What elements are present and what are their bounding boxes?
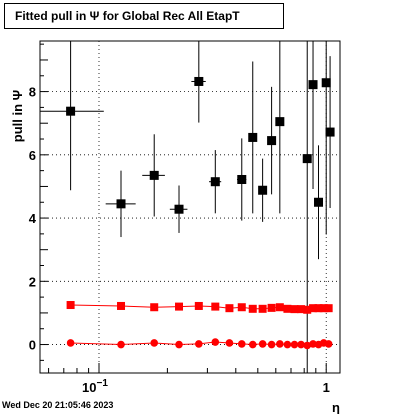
data-point-square — [314, 197, 324, 207]
data-point-circle — [117, 340, 125, 349]
data-point-circle — [195, 340, 203, 348]
y-axis-label: pull in Ψ — [10, 90, 25, 142]
data-point-square — [324, 304, 333, 313]
data-point-square — [319, 304, 328, 313]
data-point-square — [225, 304, 234, 313]
data-point-square — [66, 301, 75, 310]
data-point-circle — [237, 340, 246, 348]
x-axis-label: η — [332, 400, 340, 414]
data-point-square — [175, 302, 184, 311]
chart-title: Fitted pull in Ψ for Global Rec All Etap… — [4, 3, 284, 29]
data-point-circle — [303, 341, 312, 350]
data-point-square — [174, 204, 184, 214]
data-point-square — [308, 80, 318, 90]
data-point-square — [258, 185, 268, 195]
data-point-square — [267, 303, 276, 312]
data-point-square — [149, 170, 159, 180]
plot-frame — [39, 40, 341, 374]
data-point-square — [66, 106, 76, 116]
data-point-circle — [324, 340, 333, 348]
data-point-circle — [211, 338, 220, 346]
data-point-circle — [150, 339, 159, 347]
data-point-circle — [297, 340, 305, 349]
data-point-square — [237, 174, 247, 184]
data-point-square — [211, 302, 220, 311]
x-tick-label: 10−1 — [82, 378, 108, 395]
data-point-square — [210, 177, 220, 187]
grid-lines — [40, 41, 340, 373]
data-point-square — [275, 117, 285, 127]
data-point-square — [194, 301, 203, 310]
data-point-square — [248, 132, 258, 142]
data-point-square — [297, 305, 306, 314]
data-point-square — [314, 304, 323, 313]
data-point-square — [117, 301, 126, 310]
data-point-square — [116, 199, 126, 209]
data-point-square — [321, 78, 331, 88]
data-point-square — [258, 304, 267, 313]
data-point-square — [309, 304, 318, 313]
data-point-square — [237, 303, 246, 312]
data-point-square — [150, 303, 159, 312]
data-point-square — [303, 305, 312, 314]
data-point-circle — [258, 340, 267, 348]
data-marks — [40, 41, 335, 373]
timestamp-footer: Wed Dec 20 21:05:46 2023 — [2, 400, 114, 410]
data-point-circle — [309, 340, 317, 348]
axes: 0 2 4 6 8 10−1 1 — [29, 43, 330, 395]
data-point-square — [302, 154, 312, 164]
data-point-circle — [267, 340, 276, 349]
data-point-circle — [248, 340, 257, 349]
y-tick-label: 2 — [29, 274, 36, 289]
data-point-circle — [283, 340, 292, 349]
x-tick-label: 1 — [323, 380, 330, 395]
data-point-square — [275, 303, 284, 312]
data-point-square — [325, 127, 335, 137]
y-tick-label: 0 — [29, 338, 36, 353]
data-point-square — [194, 76, 204, 86]
data-point-circle — [175, 340, 183, 349]
data-point-square — [248, 304, 257, 313]
y-tick-label: 6 — [29, 148, 36, 163]
data-point-circle — [276, 340, 284, 348]
y-tick-label: 8 — [29, 85, 36, 100]
y-tick-label: 4 — [29, 211, 37, 226]
data-point-square — [290, 305, 299, 314]
data-point-circle — [290, 340, 299, 349]
data-point-square — [283, 304, 292, 313]
data-point-circle — [66, 339, 75, 347]
data-point-square — [267, 136, 277, 146]
data-point-circle — [225, 339, 234, 347]
